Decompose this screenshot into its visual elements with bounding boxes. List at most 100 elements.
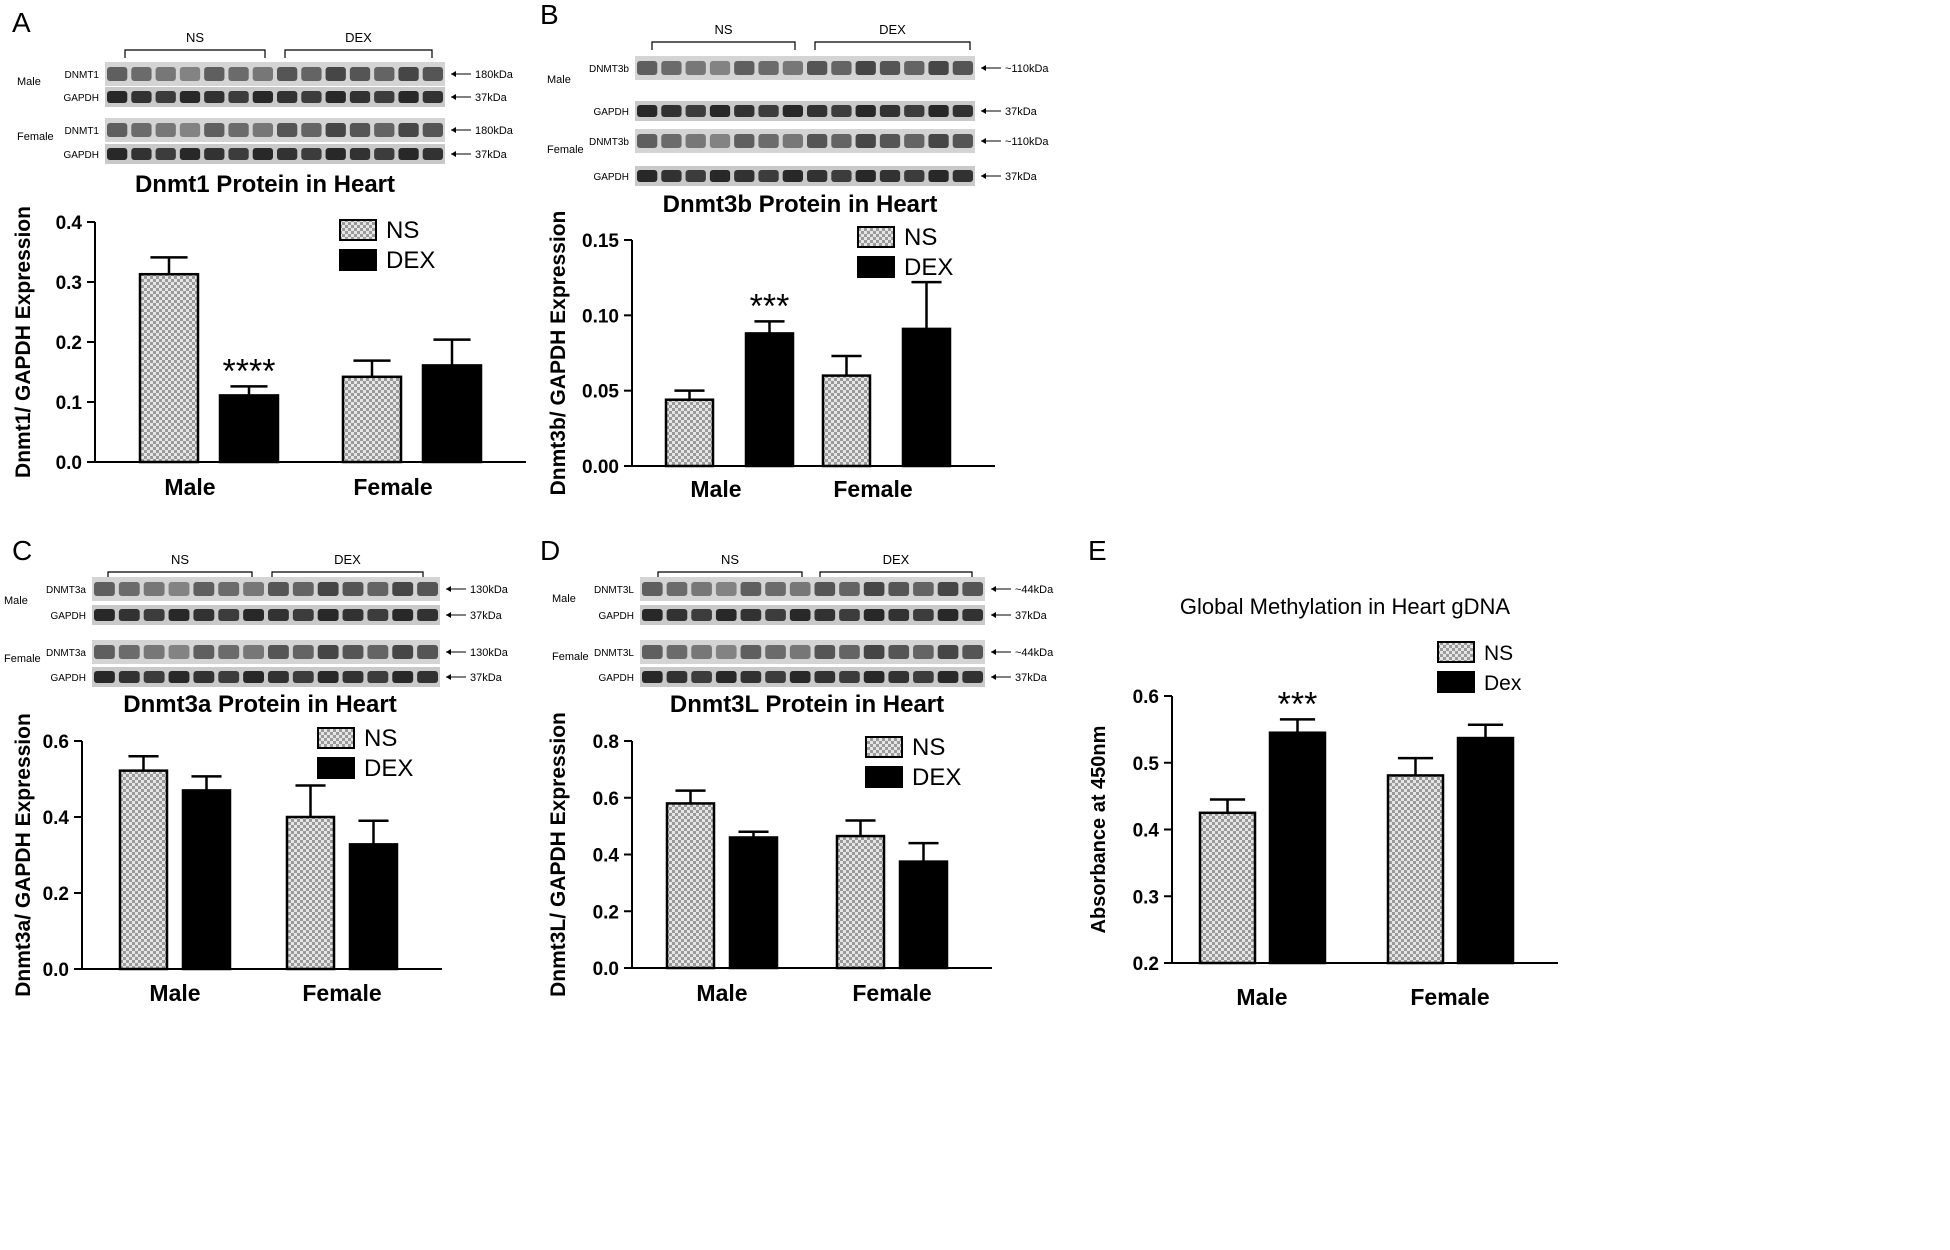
blot-band [131, 91, 152, 103]
blot-band [367, 609, 389, 621]
blot-band [417, 609, 438, 621]
blot-band [422, 91, 443, 103]
blot-band [937, 582, 959, 596]
blot-band [292, 609, 314, 621]
blot-band [888, 671, 910, 683]
blot-arrow-head [981, 173, 986, 179]
bar-ns-female [1386, 774, 1445, 965]
blot-band [709, 170, 731, 182]
blot-group-label: DEX [883, 552, 910, 567]
blot-size-label: 130kDa [470, 647, 509, 659]
blot-band [193, 609, 215, 621]
bar-ns-male [138, 272, 200, 464]
blot-band [913, 671, 934, 683]
blot-sex-label: Female [552, 651, 589, 663]
y-tick-label: 0.3 [56, 273, 82, 294]
blot-band [715, 645, 737, 659]
bar-dex-male [744, 332, 795, 468]
blot-band [765, 582, 786, 596]
blot-band [228, 123, 249, 137]
blot-band [691, 671, 712, 683]
blot-band [374, 91, 395, 103]
blot-band [143, 609, 165, 621]
y-tick-label: 0.4 [43, 808, 70, 829]
legend-label: NS [364, 725, 397, 752]
blot-band [691, 645, 712, 659]
blot-band [734, 134, 755, 148]
blot-band [349, 91, 371, 103]
blot-arrow-head [446, 586, 451, 592]
bar-dex-female [901, 327, 952, 468]
blot-band [243, 609, 264, 621]
blot-band [734, 105, 755, 117]
blot-band [317, 671, 339, 683]
y-tick-label: 0.0 [56, 453, 82, 474]
blot-band [252, 123, 273, 137]
blot-band [367, 582, 389, 596]
blot-band [709, 61, 731, 75]
legend-label: Dex [1484, 672, 1522, 695]
blot-band [666, 671, 688, 683]
blot-band [367, 671, 389, 683]
y-axis-label: Dnmt1/ GAPDH Expression [12, 206, 35, 478]
y-axis-label: Dnmt3L/ GAPDH Expression [547, 712, 570, 997]
y-tick-label: 0.3 [1133, 887, 1159, 908]
western-blot: NS DEX Male Female DNMT3b ~110kDa GAPDH 37kDa DN… [547, 22, 1049, 186]
blot-arrow-head [446, 649, 451, 655]
blot-band [952, 134, 973, 148]
blot-bracket-dex [814, 41, 971, 50]
blot-band [392, 582, 414, 596]
blot-band [392, 671, 414, 683]
blot-size-label: 37kDa [1005, 171, 1038, 183]
blot-band [807, 170, 828, 182]
blot-band [782, 105, 803, 117]
blot-size-label: 37kDa [475, 92, 508, 104]
blot-band [131, 123, 152, 137]
blot-band [342, 582, 364, 596]
blot-band [417, 671, 438, 683]
blot-arrow-head [991, 586, 996, 592]
blot-band [758, 170, 779, 182]
blot-band [888, 609, 910, 621]
blot-band [367, 645, 389, 659]
blot-band [863, 609, 885, 621]
blot-row-label: GAPDH [593, 172, 629, 183]
panel-letter: A [12, 7, 31, 38]
bar-dex-male [728, 836, 779, 970]
blot-band [277, 67, 298, 81]
legend-label: NS [912, 734, 945, 761]
blot-band [131, 148, 152, 160]
blot-band [765, 671, 786, 683]
bar-dex-female [898, 860, 949, 970]
blot-band [325, 123, 346, 137]
legend-swatch [865, 736, 903, 758]
blot-band [301, 91, 322, 103]
blot-band [277, 91, 298, 103]
blot-band [952, 105, 973, 117]
blot-band [740, 671, 762, 683]
bar-ns-female [285, 815, 336, 971]
blot-band [715, 671, 737, 683]
blot-band [814, 671, 836, 683]
blot-band [94, 582, 115, 596]
blot-row-label: DNMT1 [65, 126, 100, 137]
blot-band [204, 67, 225, 81]
y-tick-label: 0.2 [43, 884, 69, 905]
legend-swatch [317, 757, 355, 779]
bar-ns-female [835, 834, 886, 970]
blot-band [277, 123, 298, 137]
legend-label: NS [1484, 642, 1513, 665]
blot-band [637, 61, 658, 75]
blot-band [831, 61, 852, 75]
panel-letter: B [540, 0, 559, 30]
blot-bracket-dex [271, 571, 424, 580]
blot-band [814, 609, 836, 621]
legend-swatch [317, 727, 355, 749]
blot-band [143, 645, 165, 659]
blot-band [417, 645, 438, 659]
legend-swatch [339, 249, 377, 271]
blot-arrow-head [991, 674, 996, 680]
blot-band [952, 61, 973, 75]
blot-band [349, 123, 371, 137]
blot-band [685, 170, 706, 182]
